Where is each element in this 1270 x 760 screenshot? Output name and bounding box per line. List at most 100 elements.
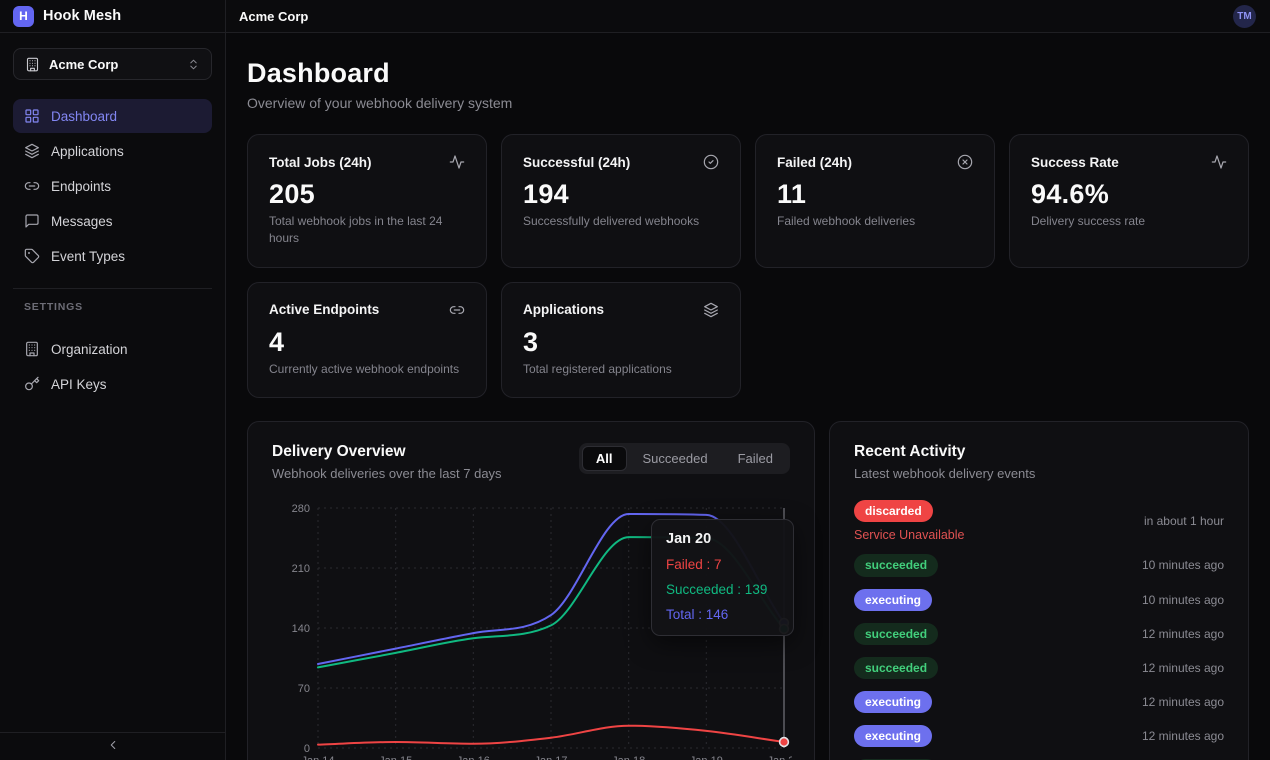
sidebar-item-label: Dashboard — [51, 108, 118, 124]
link-icon — [449, 305, 465, 314]
topbar-main: Acme Corp TM — [226, 0, 1270, 32]
stat-card-success-rate: Success Rate 94.6% Delivery success rate — [1009, 134, 1249, 268]
x-circle-icon — [957, 154, 973, 170]
stat-card-value: 94.6% — [1031, 179, 1110, 209]
svg-text:Jan 17: Jan 17 — [534, 755, 567, 760]
stat-card-title: Success Rate — [1031, 154, 1119, 170]
settings-nav: Organization API Keys — [13, 332, 212, 401]
svg-text:70: 70 — [298, 683, 310, 695]
stat-card-value: 4 — [269, 326, 285, 357]
status-badge: discarded — [854, 500, 933, 523]
svg-text:0: 0 — [304, 743, 310, 755]
settings-section-header: SETTINGS — [24, 301, 83, 313]
svg-text:Jan 20: Jan 20 — [767, 755, 792, 760]
sidebar: Acme Corp Dashboard Applications Endpoints… — [0, 33, 226, 760]
tooltip-date: Jan 20 — [666, 531, 712, 548]
stat-card-value: 194 — [523, 179, 569, 209]
sidebar-item-endpoints[interactable]: Endpoints — [13, 169, 212, 203]
tooltip-row-failed: Failed : 7 — [666, 557, 722, 573]
sidebar-item-applications[interactable]: Applications — [13, 134, 212, 168]
activity-row: succeeded 10 minutes ago — [854, 554, 1224, 577]
tooltip-row-total: Total : 146 — [666, 607, 729, 623]
sidebar-item-label: Event Types — [51, 248, 126, 264]
activity-row: discarded Service Unavailable in about 1 h… — [854, 500, 1224, 542]
sidebar-item-label: Messages — [51, 213, 113, 229]
sidebar-item-api-keys[interactable]: API Keys — [13, 367, 212, 401]
stat-card-title: Active Endpoints — [269, 302, 380, 318]
recent-activity-title: Recent Activity — [854, 443, 966, 461]
layers-icon — [704, 302, 718, 318]
stat-card-successful-24h: Successful (24h) 194 Successfully delivere… — [501, 134, 741, 268]
sidebar-divider — [13, 288, 212, 289]
stat-card-description: Total webhook jobs in the last 24 hours — [269, 214, 443, 246]
building-icon — [25, 57, 40, 72]
stat-card-applications: Applications 3 Total registered applicatio… — [501, 281, 741, 399]
sidebar-collapse[interactable] — [0, 732, 225, 760]
brand-area: H Hook Mesh — [0, 0, 226, 32]
stat-card-active-endpoints: Active Endpoints 4 Currently active webhoo… — [247, 281, 487, 399]
stat-card-value: 205 — [269, 179, 315, 209]
stat-card-value: 11 — [777, 179, 807, 209]
status-badge: succeeded — [854, 622, 939, 645]
chart-filter-all[interactable]: All — [581, 446, 627, 472]
activity-icon — [1211, 155, 1227, 169]
svg-text:Jan 14: Jan 14 — [301, 755, 334, 760]
cursor-dot-failed — [778, 736, 790, 748]
sidebar-item-label: Applications — [51, 143, 124, 159]
building-icon — [26, 341, 38, 357]
chart-filter-succeeded[interactable]: Succeeded — [642, 451, 708, 467]
stat-card-title: Failed (24h) — [777, 154, 853, 170]
tooltip-row-succeeded: Succeeded : 139 — [666, 582, 768, 598]
delivery-overview-title: Delivery Overview — [272, 443, 406, 461]
link-icon — [24, 182, 40, 190]
secondary-cards-row: Active Endpoints 4 Currently active webhoo… — [247, 281, 1249, 399]
sidebar-item-organization[interactable]: Organization — [13, 332, 212, 366]
stat-cards-row: Total Jobs (24h) 205 Total webhook jobs in… — [247, 134, 1249, 268]
org-selector[interactable]: Acme Corp — [13, 48, 212, 80]
activity-time: 10 minutes ago — [1141, 592, 1224, 607]
delivery-overview-header: Delivery Overview Webhook deliveries ove… — [272, 443, 790, 481]
stat-card-description: Delivery success rate — [1031, 214, 1146, 228]
recent-activity-panel: Recent Activity Latest webhook delivery … — [829, 421, 1249, 760]
stat-card-title: Applications — [523, 302, 605, 318]
message-square-icon — [25, 214, 39, 228]
topbar: H Hook Mesh Acme Corp TM — [0, 0, 1270, 33]
sidebar-item-label: Endpoints — [51, 178, 112, 194]
stat-card-description: Successfully delivered webhooks — [523, 214, 700, 228]
svg-text:140: 140 — [292, 623, 310, 635]
layers-icon — [25, 143, 39, 159]
sidebar-item-messages[interactable]: Messages — [13, 204, 212, 238]
check-circle-icon — [703, 154, 719, 170]
svg-text:Jan 15: Jan 15 — [379, 755, 412, 760]
layout-grid-icon — [25, 109, 39, 123]
key-icon — [25, 376, 40, 391]
chevrons-up-down-icon — [187, 58, 200, 71]
user-avatar[interactable]: TM — [1233, 4, 1256, 28]
svg-text:Jan 16: Jan 16 — [457, 755, 490, 760]
activity-row: executing 10 minutes ago — [854, 588, 1224, 611]
svg-text:Jan 18: Jan 18 — [612, 755, 645, 760]
activity-list: discarded Service Unavailable in about 1 h… — [854, 500, 1224, 760]
building-icon — [26, 57, 39, 71]
stat-card-title: Total Jobs (24h) — [269, 154, 372, 170]
activity-time: 10 minutes ago — [1141, 558, 1224, 573]
activity-row: executing 12 minutes ago — [854, 691, 1224, 714]
sidebar-item-event-types[interactable]: Event Types — [13, 239, 212, 273]
svg-text:280: 280 — [292, 503, 310, 515]
sidebar-item-label: Organization — [51, 341, 128, 357]
chevron-left-icon — [106, 738, 120, 755]
status-badge: executing — [854, 691, 933, 714]
stat-card-title: Successful (24h) — [523, 154, 631, 170]
stat-card-value: 3 — [523, 326, 539, 357]
chevrons-up-down-icon — [190, 59, 197, 69]
status-badge: executing — [854, 725, 933, 748]
svg-text:Jan 19: Jan 19 — [690, 755, 723, 760]
chevron-left-icon — [110, 740, 115, 750]
chart-filter-failed[interactable]: Failed — [737, 451, 773, 467]
page-title: Dashboard — [247, 58, 390, 88]
delivery-overview-subtitle: Webhook deliveries over the last 7 days — [272, 466, 502, 482]
sidebar-item-dashboard[interactable]: Dashboard — [13, 99, 212, 133]
org-selector-label: Acme Corp — [49, 56, 119, 72]
activity-time: 12 minutes ago — [1141, 661, 1224, 676]
stat-card-description: Total registered applications — [523, 361, 672, 376]
